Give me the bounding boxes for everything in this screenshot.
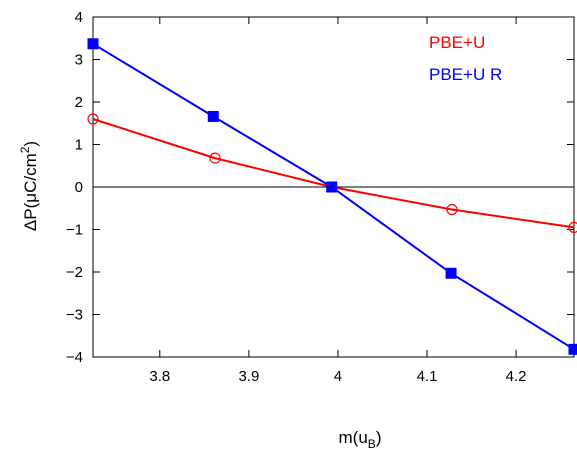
y-tick-label: −4 <box>66 349 83 366</box>
data-point <box>207 110 219 122</box>
x-axis-label: m(uB) <box>339 428 382 451</box>
y-axis-label: ΔP(μC/cm2) <box>18 141 40 231</box>
y-tick-label: 1 <box>75 137 83 154</box>
x-tick-label: 3.8 <box>149 368 170 385</box>
y-tick-label: −1 <box>66 222 83 239</box>
y-tick-label: 4 <box>75 9 83 26</box>
series-2 <box>87 38 577 355</box>
legend: PBE+U PBE+U R <box>429 33 502 84</box>
axes-layer: −4 −3 −2 −1 0 1 2 3 4 3.8 3.9 4 4.1 4.2 <box>66 9 575 385</box>
data-point <box>209 152 221 164</box>
y-tick-label: −2 <box>66 264 83 281</box>
series-line <box>92 42 575 351</box>
legend-label: PBE+U R <box>429 65 502 84</box>
y-tick-label: 2 <box>75 94 83 111</box>
data-point <box>446 203 458 216</box>
data-point <box>87 38 99 50</box>
data-point <box>326 181 338 193</box>
series-line <box>92 118 575 229</box>
data-point <box>445 267 457 279</box>
data-point <box>87 113 99 125</box>
y-tick-label: 0 <box>75 179 83 196</box>
series-layer <box>87 38 577 355</box>
x-tick-label: 4.1 <box>417 368 438 385</box>
y-tick-label: −3 <box>66 307 83 324</box>
data-point <box>568 343 577 355</box>
data-point <box>568 221 577 233</box>
series-1 <box>87 113 577 233</box>
y-tick-label: 3 <box>75 52 83 69</box>
x-tick-label: 3.9 <box>238 368 259 385</box>
x-tick-label: 4 <box>334 368 342 385</box>
legend-label: PBE+U <box>429 33 485 52</box>
x-tick-label: 4.2 <box>506 368 527 385</box>
